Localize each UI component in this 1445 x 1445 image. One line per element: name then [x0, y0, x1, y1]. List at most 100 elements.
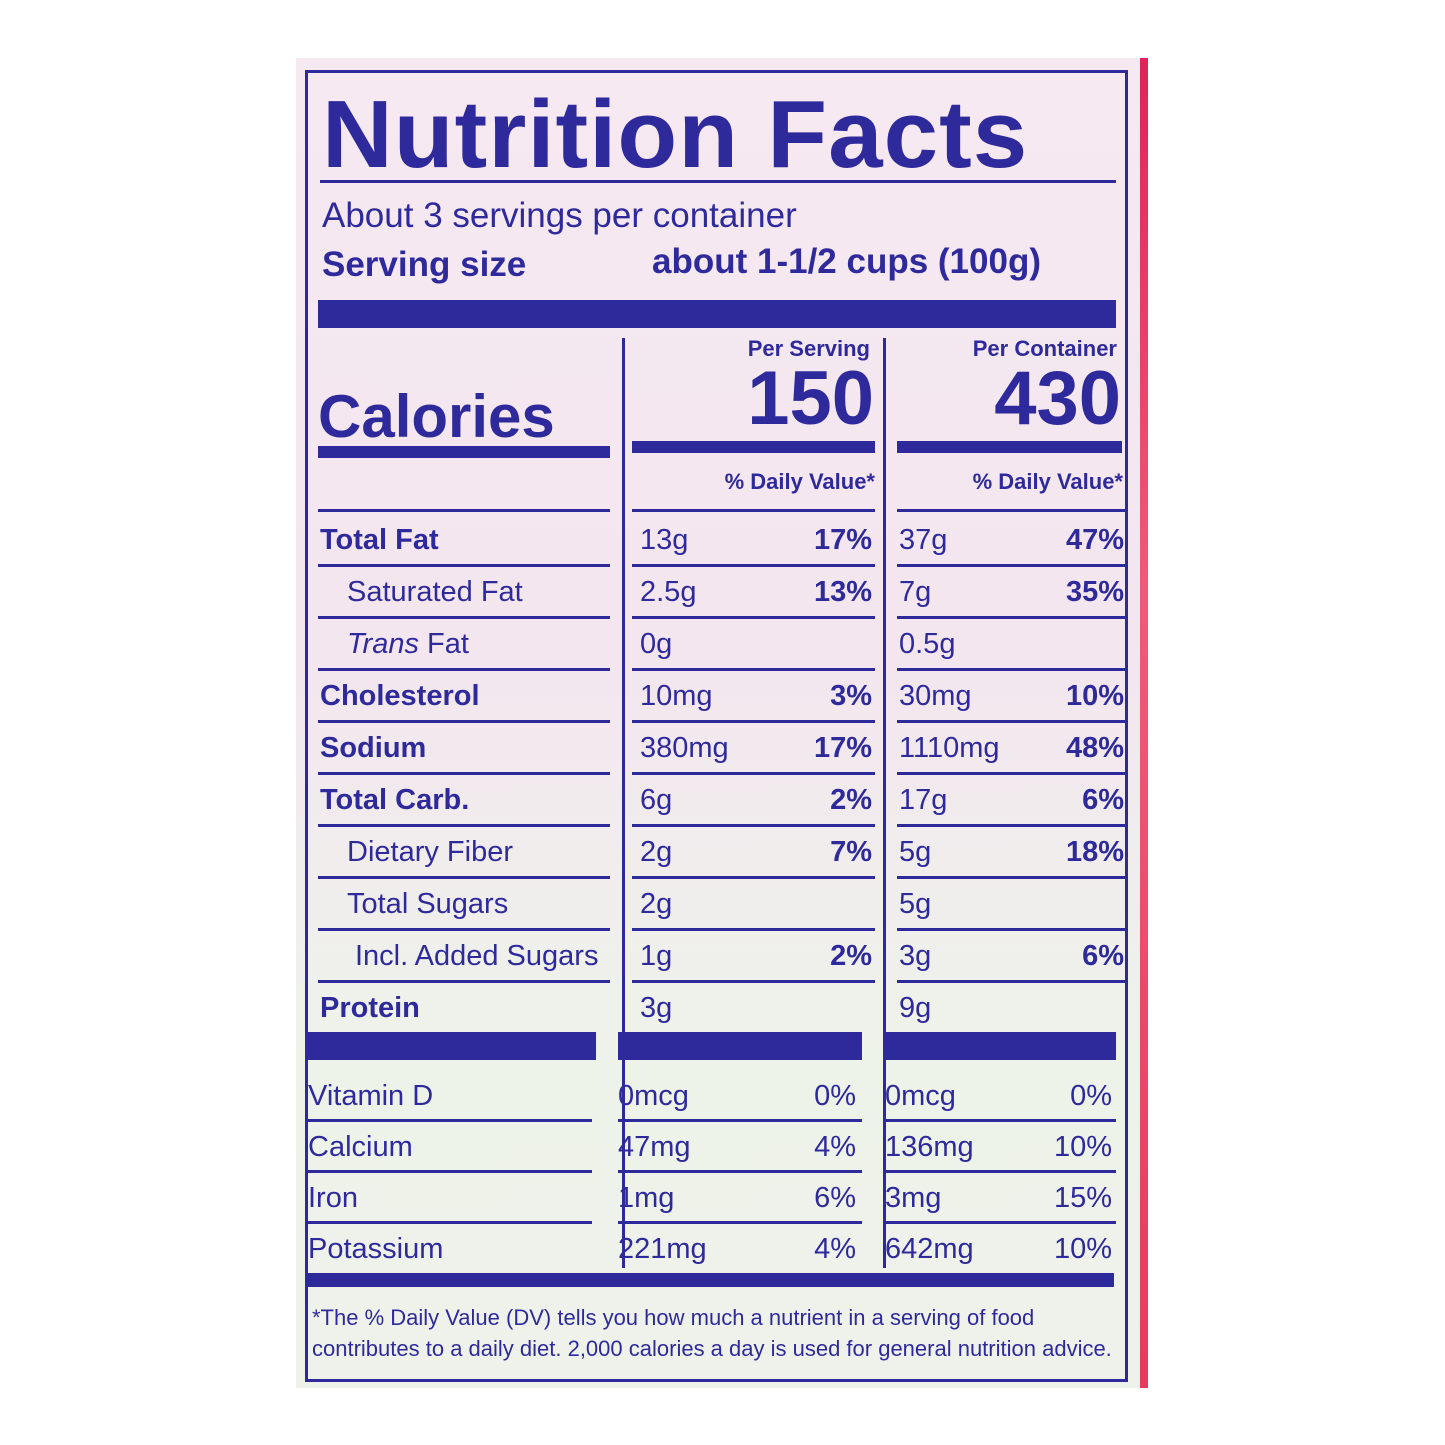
- row-divider: [897, 876, 1125, 879]
- vitamin-name: Iron: [308, 1182, 358, 1214]
- nutrient-name: Incl. Added Sugars: [355, 940, 599, 972]
- row-divider: [632, 772, 875, 775]
- serving-size-value: about 1-1/2 cups (100g): [652, 242, 1041, 281]
- container-amount: 17g: [899, 784, 948, 816]
- row-divider: [618, 1170, 862, 1173]
- calories-divider: [897, 441, 1122, 453]
- serving-amount: 2.5g: [640, 576, 697, 608]
- calories-divider: [318, 446, 610, 458]
- nutrient-row: Protein 3g 9g: [0, 980, 1445, 1032]
- serving-daily-value: 4%: [814, 1233, 856, 1265]
- row-divider: [308, 1170, 592, 1173]
- calories-label: Calories: [318, 383, 555, 450]
- container-amount: 37g: [899, 524, 948, 556]
- container-daily-value: 15%: [1053, 1182, 1112, 1214]
- serving-amount: 2g: [640, 888, 673, 920]
- row-divider: [318, 720, 610, 723]
- serving-daily-value: 2%: [830, 784, 872, 816]
- container-daily-value: 6%: [1082, 940, 1124, 972]
- serving-amount: 10mg: [640, 680, 713, 712]
- nutrient-name: Cholesterol: [320, 680, 480, 712]
- container-amount: 3g: [899, 940, 932, 972]
- container-amount: 30mg: [899, 680, 972, 712]
- row-divider: [897, 616, 1125, 619]
- vitamin-row: Calcium 47mg 4% 136mg 10%: [0, 1119, 1445, 1171]
- nutrient-name: Protein: [320, 992, 420, 1024]
- serving-daily-value: 3%: [830, 680, 872, 712]
- serving-amount: 3g: [640, 992, 673, 1024]
- servings-per-container: About 3 servings per container: [322, 196, 797, 235]
- serving-amount: 0g: [640, 628, 673, 660]
- serving-daily-value: 17%: [813, 524, 872, 556]
- container-daily-value: 6%: [1082, 784, 1124, 816]
- nutrient-name: Total Carb.: [320, 784, 470, 816]
- row-divider: [897, 824, 1125, 827]
- nutrient-name: Trans Fat: [347, 628, 469, 660]
- container-amount: 5g: [899, 888, 932, 920]
- nutrient-row: Dietary Fiber 2g 7% 5g 18%: [0, 824, 1445, 876]
- row-divider: [318, 824, 610, 827]
- row-divider: [632, 616, 875, 619]
- container-amount: 0mcg: [885, 1080, 956, 1112]
- container-daily-value: 47%: [1065, 524, 1124, 556]
- row-divider: [632, 928, 875, 931]
- row-divider: [318, 772, 610, 775]
- container-amount: 1110mg: [899, 732, 1000, 764]
- row-divider: [618, 1119, 862, 1122]
- vitamin-row: Potassium 221mg 4% 642mg 10%: [0, 1221, 1445, 1273]
- container-daily-value: 35%: [1065, 576, 1124, 608]
- row-divider: [632, 824, 875, 827]
- serving-daily-value: 17%: [813, 732, 872, 764]
- serving-amount: 380mg: [640, 732, 729, 764]
- row-divider: [318, 980, 610, 983]
- serving-amount: 6g: [640, 784, 673, 816]
- nutrient-row: Trans Fat 0g 0.5g: [0, 616, 1445, 668]
- serving-amount: 13g: [640, 524, 689, 556]
- package-edge: [1140, 58, 1148, 1388]
- row-divider: [897, 564, 1125, 567]
- serving-amount: 1g: [640, 940, 673, 972]
- container-amount: 136mg: [885, 1131, 974, 1163]
- row-divider: [308, 1221, 592, 1224]
- nutrient-name: Saturated Fat: [347, 576, 523, 608]
- thick-divider: [884, 1032, 1116, 1060]
- nutrient-row: Saturated Fat 2.5g 13% 7g 35%: [0, 564, 1445, 616]
- nutrient-row: Total Sugars 2g 5g: [0, 876, 1445, 928]
- nutrient-row: Cholesterol 10mg 3% 30mg 10%: [0, 668, 1445, 720]
- per-serving-header: Per Serving: [747, 336, 870, 361]
- row-divider: [318, 509, 610, 512]
- nutrient-row: Incl. Added Sugars 1g 2% 3g 6%: [0, 928, 1445, 980]
- row-divider: [897, 720, 1125, 723]
- serving-amount: 1mg: [618, 1182, 675, 1214]
- row-divider: [632, 668, 875, 671]
- row-divider: [318, 616, 610, 619]
- container-amount: 3mg: [885, 1182, 942, 1214]
- container-daily-value: 0%: [1070, 1080, 1112, 1112]
- daily-value-header: % Daily Value*: [972, 469, 1123, 494]
- calories-divider: [632, 441, 875, 453]
- row-divider: [318, 668, 610, 671]
- container-amount: 7g: [899, 576, 932, 608]
- nutrient-name: Total Sugars: [347, 888, 509, 920]
- serving-daily-value: 4%: [814, 1131, 856, 1163]
- label-title: Nutrition Facts: [322, 81, 1029, 188]
- column-divider: [622, 338, 625, 1268]
- nutrient-name: Dietary Fiber: [347, 836, 513, 868]
- row-divider: [897, 509, 1125, 512]
- container-amount: 9g: [899, 992, 932, 1024]
- calories-per-serving: 150: [747, 356, 874, 441]
- container-daily-value: 10%: [1065, 680, 1124, 712]
- vitamin-row: Iron 1mg 6% 3mg 15%: [0, 1170, 1445, 1222]
- nutrient-name: Total Fat: [320, 524, 439, 556]
- serving-amount: 221mg: [618, 1233, 707, 1265]
- nutrient-row: Total Fat 13g 17% 37g 47%: [0, 509, 1445, 564]
- serving-daily-value: 2%: [830, 940, 872, 972]
- row-divider: [897, 928, 1125, 931]
- vitamin-name: Calcium: [308, 1131, 413, 1163]
- calories-per-container: 430: [994, 356, 1121, 441]
- container-daily-value: 48%: [1065, 732, 1124, 764]
- serving-amount: 2g: [640, 836, 673, 868]
- container-amount: 642mg: [885, 1233, 974, 1265]
- column-divider: [883, 338, 886, 1268]
- container-daily-value: 18%: [1065, 836, 1124, 868]
